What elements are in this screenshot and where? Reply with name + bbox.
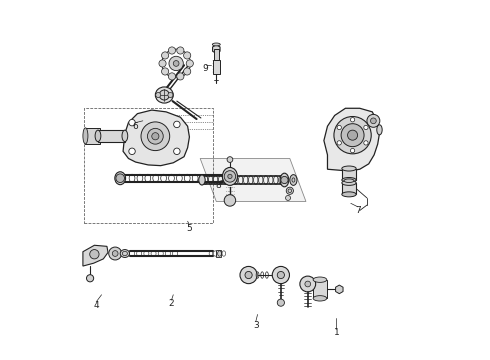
Ellipse shape [122, 130, 128, 141]
Circle shape [364, 125, 368, 130]
Ellipse shape [313, 277, 327, 282]
Circle shape [169, 73, 175, 80]
Ellipse shape [342, 192, 356, 197]
Text: 5: 5 [187, 224, 192, 233]
Ellipse shape [313, 296, 327, 301]
Ellipse shape [286, 187, 294, 194]
Circle shape [141, 122, 170, 150]
Circle shape [129, 148, 135, 154]
Text: 2: 2 [169, 299, 174, 308]
Circle shape [350, 118, 355, 122]
Circle shape [168, 93, 173, 98]
Circle shape [184, 68, 191, 75]
Circle shape [240, 266, 257, 284]
Circle shape [334, 117, 371, 154]
Ellipse shape [280, 173, 289, 187]
Ellipse shape [377, 125, 382, 135]
Circle shape [186, 60, 194, 67]
Circle shape [370, 118, 376, 124]
Circle shape [227, 157, 233, 162]
Circle shape [347, 130, 358, 140]
Polygon shape [200, 158, 306, 202]
Text: 3: 3 [253, 321, 259, 330]
Circle shape [109, 247, 122, 260]
Bar [342, 183, 356, 194]
Circle shape [159, 60, 166, 67]
Ellipse shape [120, 249, 129, 257]
Text: 8: 8 [215, 181, 221, 190]
Circle shape [112, 251, 118, 256]
Bar [214, 49, 219, 60]
Bar [85, 128, 100, 144]
Circle shape [272, 266, 290, 284]
Circle shape [277, 271, 285, 279]
Ellipse shape [342, 166, 356, 171]
Circle shape [281, 176, 288, 184]
Circle shape [228, 174, 232, 179]
Circle shape [224, 195, 236, 206]
Ellipse shape [344, 179, 354, 183]
Ellipse shape [222, 167, 238, 185]
Circle shape [337, 125, 342, 130]
Circle shape [300, 276, 316, 292]
Ellipse shape [342, 177, 356, 183]
Bar [98, 130, 125, 141]
Polygon shape [336, 285, 343, 294]
Polygon shape [324, 108, 379, 171]
Circle shape [116, 174, 124, 183]
Circle shape [87, 275, 94, 282]
Ellipse shape [155, 87, 173, 103]
Circle shape [341, 124, 364, 147]
Bar [213, 60, 220, 74]
Text: 6: 6 [133, 122, 139, 131]
Polygon shape [83, 245, 108, 266]
Ellipse shape [95, 130, 101, 141]
Circle shape [350, 148, 355, 153]
Ellipse shape [115, 172, 125, 185]
Circle shape [364, 141, 368, 145]
Polygon shape [244, 270, 253, 280]
Ellipse shape [286, 195, 291, 201]
Circle shape [152, 133, 159, 140]
Circle shape [277, 299, 285, 306]
Circle shape [169, 56, 183, 71]
Polygon shape [123, 110, 190, 166]
Circle shape [129, 120, 135, 126]
Ellipse shape [342, 180, 356, 185]
Bar [342, 168, 356, 180]
Circle shape [245, 271, 252, 279]
Polygon shape [213, 45, 220, 53]
Ellipse shape [290, 175, 297, 185]
Circle shape [169, 47, 175, 54]
Circle shape [337, 141, 342, 145]
Text: 9: 9 [203, 64, 208, 73]
Ellipse shape [199, 175, 205, 185]
Circle shape [177, 47, 184, 54]
Circle shape [173, 60, 179, 66]
Circle shape [162, 52, 169, 59]
Bar [216, 250, 221, 257]
Circle shape [156, 93, 161, 98]
Circle shape [305, 281, 311, 287]
Ellipse shape [83, 128, 88, 144]
Circle shape [367, 114, 380, 127]
Circle shape [147, 129, 163, 144]
Text: 4: 4 [94, 301, 99, 310]
Text: 7: 7 [355, 206, 361, 215]
Ellipse shape [159, 90, 170, 100]
Circle shape [224, 171, 236, 182]
Circle shape [90, 249, 99, 259]
Text: 1: 1 [334, 328, 339, 337]
Bar [313, 280, 327, 298]
Ellipse shape [212, 43, 220, 46]
Circle shape [173, 148, 180, 154]
Circle shape [177, 73, 184, 80]
Circle shape [162, 68, 169, 75]
Circle shape [173, 121, 180, 128]
Circle shape [184, 52, 191, 59]
